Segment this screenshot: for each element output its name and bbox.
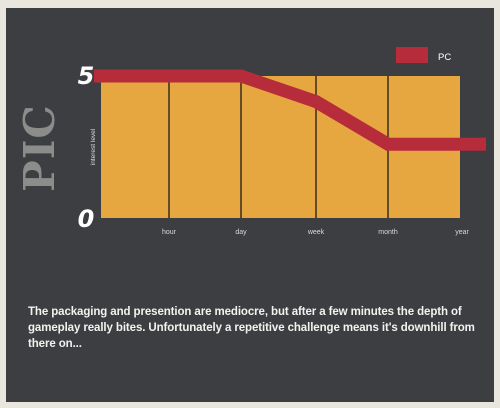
vertical-title: PIC bbox=[15, 104, 64, 192]
legend-label-pc: PC bbox=[438, 52, 451, 63]
x-tick-day: day bbox=[235, 229, 247, 236]
series-point-week bbox=[315, 101, 317, 103]
y-tick-0: 0 bbox=[78, 205, 95, 233]
series-point-start bbox=[93, 75, 95, 77]
review-caption: The packaging and presention are mediocr… bbox=[28, 306, 475, 350]
series-point-year bbox=[485, 143, 487, 145]
x-tick-hour: hour bbox=[162, 229, 177, 236]
review-panel: 0 5 hour day week month year PIC interest level P… bbox=[6, 8, 494, 402]
y-axis-label: interest level bbox=[90, 128, 97, 165]
x-tick-year: year bbox=[455, 229, 469, 236]
series-point-day bbox=[240, 75, 242, 77]
y-tick-5: 5 bbox=[78, 62, 95, 90]
x-tick-month: month bbox=[378, 229, 398, 236]
x-tick-week: week bbox=[307, 229, 325, 236]
series-point-month bbox=[387, 143, 389, 145]
legend-swatch-pc bbox=[396, 47, 428, 63]
interest-chart: 0 5 hour day week month year PIC interest level P… bbox=[15, 47, 487, 236]
